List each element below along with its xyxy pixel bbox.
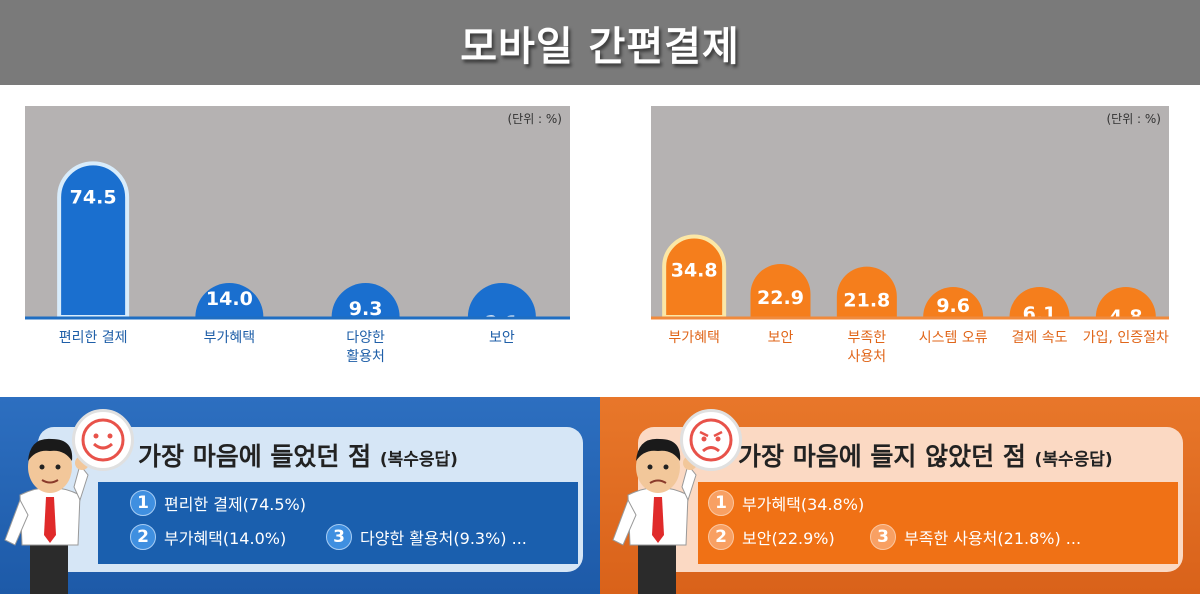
value-label-2: 22.9 [757, 287, 804, 309]
category-label-2: 보안 [768, 330, 794, 346]
value-label-5: 6.1 [1023, 303, 1057, 325]
category-label-3-line-1: 다양한 [346, 330, 385, 346]
disliked-item-2-number: 2 [708, 524, 734, 550]
bar-6 [1095, 287, 1156, 317]
disliked-item-1-text: 부가혜택(34.8%) [742, 495, 865, 514]
liked-title-text: 가장 마음에 들었던 점 [138, 442, 372, 471]
disliked-item-1-number: 1 [708, 490, 734, 516]
disliked-item-3: 3 부족한 사용처(21.8%) ... [870, 524, 1081, 550]
category-label-3-line-2: 사용처 [848, 349, 887, 365]
liked-section: 가장 마음에 들었던 점 (복수응답) 1 편리한 결제(74.5%) 2 부가… [0, 397, 600, 594]
liked-item-2: 2 부가혜택(14.0%) [130, 524, 286, 550]
category-label-1: 부가혜택 [668, 330, 720, 346]
bar-1 [57, 161, 130, 319]
bar-2 [750, 264, 811, 317]
disliked-item-3-number: 3 [870, 524, 896, 550]
chart-liked: (단위 : %) 74.5 편리한 결제 14.0 부가혜택 9.3 다양한 활용처 2.1 보안 [25, 106, 570, 376]
disliked-item-2: 2 보안(22.9%) [708, 524, 835, 550]
category-label-6: 가입, 인증절차 [1083, 330, 1169, 346]
liked-item-1-number: 1 [130, 490, 156, 516]
value-label-1: 74.5 [70, 186, 117, 208]
disliked-section: 가장 마음에 들지 않았던 점 (복수응답) 1 부가혜택(34.8%) 2 보… [600, 397, 1200, 594]
bar-3 [331, 283, 400, 317]
category-label-5: 결제 속도 [1012, 330, 1068, 346]
angry-face-icon [680, 409, 742, 471]
value-label-1: 34.8 [671, 260, 718, 282]
disliked-panel: 가장 마음에 들지 않았던 점 (복수응답) 1 부가혜택(34.8%) 2 보… [638, 427, 1183, 572]
disliked-list: 1 부가혜택(34.8%) 2 보안(22.9%) 3 부족한 사용처(21.8… [698, 482, 1178, 564]
header-bar: 모바일 간편결제 [0, 0, 1200, 85]
liked-subtitle: (복수응답) [379, 450, 458, 470]
liked-list: 1 편리한 결제(74.5%) 2 부가혜택(14.0%) 3 다양한 활용처(… [98, 482, 578, 564]
category-label-3-line-2: 활용처 [346, 349, 385, 365]
category-label-2: 부가혜택 [204, 330, 256, 346]
category-label-4: 시스템 오류 [919, 330, 988, 346]
category-label-1: 편리한 결제 [59, 330, 128, 346]
unit-label: (단위 : %) [1106, 112, 1161, 126]
liked-item-3-number: 3 [326, 524, 352, 550]
disliked-title-text: 가장 마음에 들지 않았던 점 [738, 442, 1026, 471]
liked-item-3: 3 다양한 활용처(9.3%) ... [326, 524, 527, 550]
disliked-subtitle: (복수응답) [1034, 450, 1113, 470]
page-title: 모바일 간편결제 [460, 23, 740, 70]
value-label-4: 9.6 [936, 295, 970, 317]
category-label-4: 보안 [489, 330, 515, 346]
bar-4 [923, 287, 984, 317]
plot-background [651, 106, 1169, 318]
happy-face-icon [72, 409, 134, 471]
smiling-man-illustration [4, 438, 89, 594]
value-label-3: 21.8 [843, 290, 890, 312]
bar-5 [1009, 287, 1070, 317]
liked-title: 가장 마음에 들었던 점 (복수응답) [138, 437, 458, 473]
disliked-item-1: 1 부가혜택(34.8%) [708, 490, 864, 516]
bar-2 [195, 283, 264, 317]
value-label-3: 9.3 [349, 298, 383, 320]
unit-label: (단위 : %) [507, 112, 562, 126]
bar-1 [662, 234, 727, 319]
liked-item-1-text: 편리한 결제(74.5%) [164, 495, 306, 514]
disliked-title: 가장 마음에 들지 않았던 점 (복수응답) [738, 437, 1113, 473]
disliked-item-3-text: 부족한 사용처(21.8%) ... [904, 529, 1082, 548]
liked-item-2-text: 부가혜택(14.0%) [164, 529, 287, 548]
category-label-3-line-1: 부족한 [848, 330, 887, 346]
bar-4 [467, 283, 536, 317]
value-label-2: 14.0 [206, 288, 253, 310]
bar-3 [836, 266, 897, 317]
liked-item-2-number: 2 [130, 524, 156, 550]
liked-item-3-text: 다양한 활용처(9.3%) ... [360, 529, 527, 548]
disliked-item-2-text: 보안(22.9%) [742, 529, 835, 548]
liked-item-1: 1 편리한 결제(74.5%) [130, 490, 306, 516]
